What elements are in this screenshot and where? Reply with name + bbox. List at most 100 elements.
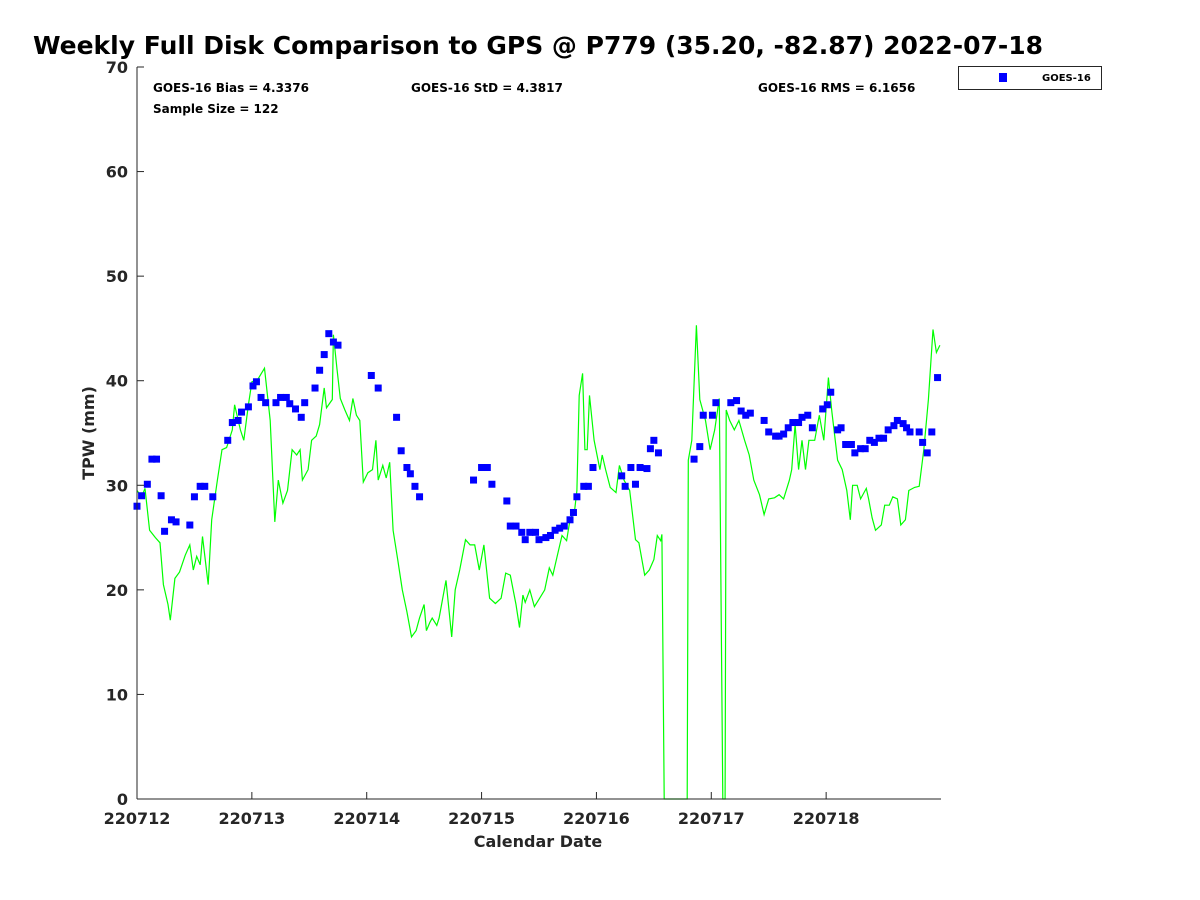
goes16-point (172, 518, 180, 526)
axes (136, 67, 941, 800)
sample-size-stat: Sample Size = 122 (153, 102, 279, 116)
goes16-point (325, 330, 333, 338)
goes16-point (311, 384, 319, 392)
goes16-point (654, 449, 662, 457)
y-ticks: 0 10 20 30 40 50 60 70 (106, 58, 144, 809)
goes16-point (808, 424, 816, 432)
goes16-point (297, 413, 305, 421)
goes16-point (190, 493, 198, 501)
goes16-point (329, 338, 337, 346)
goes16-point (483, 464, 491, 472)
goes16-point (161, 527, 169, 535)
y-tick-label: 70 (106, 58, 128, 77)
y-tick-label: 10 (106, 685, 128, 704)
goes16-point (627, 464, 635, 472)
legend-label-goes16: GOES-16 (1042, 73, 1091, 84)
goes16-point (646, 445, 654, 453)
x-ticks: 220712 220713 220714 220715 220716 220717 2207… (104, 792, 860, 828)
goes16-point (512, 522, 520, 530)
goes16-point (272, 399, 280, 407)
goes16-point (257, 393, 265, 401)
goes16-point (837, 424, 845, 432)
goes16-point (870, 438, 878, 446)
goes16-point (798, 413, 806, 421)
goes16-point (320, 351, 328, 359)
goes16-point (292, 405, 300, 413)
goes16-point (393, 413, 401, 421)
goes16-point (560, 522, 568, 530)
goes16-point (488, 480, 496, 488)
goes16-point (252, 378, 260, 386)
goes16-point (262, 399, 270, 407)
goes16-point (535, 536, 543, 544)
goes16-point (566, 516, 574, 524)
goes16-point (249, 382, 257, 390)
goes16-point (923, 449, 931, 457)
goes16-point (403, 464, 411, 472)
goes16-point (915, 428, 923, 436)
goes16-point (775, 432, 783, 440)
x-tick-label: 220716 (563, 809, 630, 828)
goes16-point (506, 522, 514, 530)
goes16-point (542, 534, 550, 542)
goes16-point (650, 436, 658, 444)
goes16-point (532, 528, 540, 536)
goes16-point (712, 399, 720, 407)
goes16-point (789, 419, 797, 427)
goes16-point (906, 428, 914, 436)
goes16-point (573, 493, 581, 501)
goes16-point (282, 393, 290, 401)
goes16-point (397, 447, 405, 455)
goes16-point (696, 443, 704, 451)
goes16-point (934, 374, 942, 382)
goes16-point (733, 397, 741, 405)
goes16-point (228, 419, 236, 427)
goes16-point (795, 419, 803, 427)
goes16-point (737, 407, 745, 415)
goes16-point (416, 493, 424, 501)
goes16-point (367, 371, 375, 379)
goes16-point (374, 384, 382, 392)
goes16-point (143, 480, 151, 488)
goes16-point (277, 393, 285, 401)
goes16-point (196, 482, 204, 490)
goes16-point (569, 508, 577, 516)
goes16-point (478, 464, 486, 472)
goes16-point (238, 408, 246, 416)
goes16-point (760, 416, 768, 424)
goes16-point (866, 436, 874, 444)
y-tick-label: 20 (106, 581, 128, 600)
goes16-point (765, 428, 773, 436)
goes16-point (899, 420, 907, 428)
goes16-point (708, 411, 716, 419)
goes16-point (224, 436, 232, 444)
goes16-point (334, 341, 342, 349)
goes16-point (209, 493, 217, 501)
goes16-point (690, 455, 698, 463)
goes16-point (636, 464, 644, 472)
goes16-point (157, 492, 165, 500)
y-tick-label: 50 (106, 267, 128, 286)
goes16-point (861, 445, 869, 453)
goes16-point (138, 492, 146, 500)
goes16-point (316, 366, 324, 374)
goes16-point (884, 426, 892, 434)
goes16-point (893, 416, 901, 424)
goes16-point (518, 528, 526, 536)
x-tick-label: 220712 (104, 809, 171, 828)
y-tick-label: 60 (106, 163, 128, 182)
legend: GOES-16 (958, 66, 1102, 90)
goes16-point (631, 480, 639, 488)
gps-series-line (137, 325, 941, 800)
goes16-point (301, 399, 309, 407)
goes16-point (167, 516, 175, 524)
goes16-point (153, 455, 161, 463)
legend-box (958, 66, 1102, 90)
goes16-point (546, 531, 554, 539)
x-tick-label: 220718 (793, 809, 860, 828)
goes16-point (643, 465, 651, 473)
goes16-point (621, 482, 629, 490)
chart-title: Weekly Full Disk Comparison to GPS @ P77… (33, 31, 1043, 60)
goes16-point (819, 405, 827, 413)
goes16-point (618, 472, 626, 480)
